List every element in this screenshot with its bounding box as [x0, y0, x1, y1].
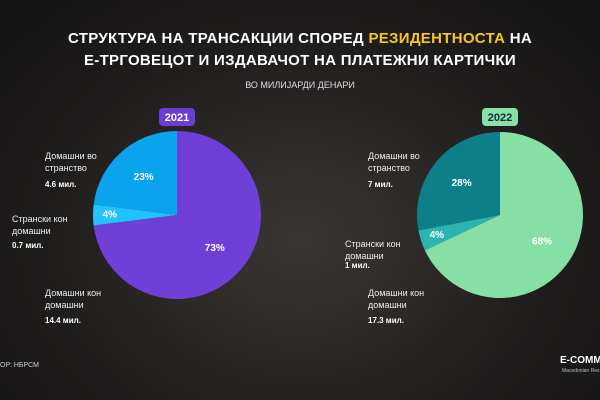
source: ОР: НБРСМ	[0, 362, 39, 369]
logo-tagline: Macedonian Res	[562, 368, 600, 374]
slice-label: 4%	[430, 230, 445, 241]
category-label: Странски кон домашни	[12, 214, 68, 236]
slice-label: 73%	[205, 243, 225, 254]
amount-label: 17.3 мил.	[368, 316, 404, 325]
category-label: Домашни во странство	[45, 151, 97, 173]
pie-slice	[93, 131, 177, 215]
category-label: Домашни во странство	[368, 151, 420, 173]
slice-label: 23%	[134, 172, 154, 183]
year-label: 2021	[165, 112, 189, 124]
pie-slice	[92, 204, 177, 226]
pie-slice	[417, 132, 500, 231]
slice-label: 4%	[103, 210, 118, 221]
logo: E-COMME	[560, 355, 600, 366]
amount-label: 14.4 мил.	[45, 316, 81, 325]
title: СТРУКТУРА НА ТРАНСАКЦИИ СПОРЕД РЕЗИДЕНТН…	[0, 28, 600, 72]
category-label: Домашни кон домашни	[368, 288, 425, 310]
amount-label: 7 мил.	[368, 180, 393, 189]
year-badge	[482, 108, 518, 126]
slice-label: 68%	[532, 236, 552, 247]
amount-label: 4.6 мил.	[45, 180, 77, 189]
pie-slice	[418, 215, 500, 251]
slice-label: 28%	[452, 178, 472, 189]
amount-label: 0.7 мил.	[12, 241, 44, 250]
category-label: Домашни кон домашни	[45, 288, 102, 310]
title-part: СТРУКТУРА НА ТРАНСАКЦИИ СПОРЕД	[68, 30, 364, 47]
pie-slice	[93, 131, 262, 300]
category-label: Странски кон домашни	[345, 239, 401, 261]
pie-slice	[424, 132, 583, 298]
year-label: 2022	[488, 112, 512, 124]
year-badge	[159, 108, 195, 126]
title-part: НА	[509, 30, 532, 47]
subtitle: ВО МИЛИЈАРДИ ДЕНАРИ	[245, 80, 355, 90]
amount-label: 1 мил.	[345, 261, 370, 270]
title-part: Е-ТРГОВЕЦОТ И ИЗДАВАЧОТ НА ПЛАТЕЖНИ КАРТ…	[83, 52, 517, 69]
title-highlight: РЕЗИДЕНТНОСТА	[368, 30, 506, 47]
